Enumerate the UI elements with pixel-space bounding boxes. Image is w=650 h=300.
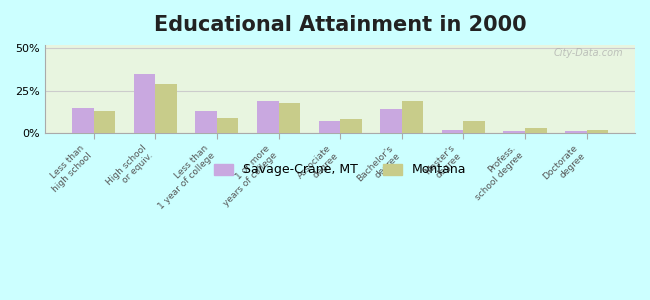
Bar	[565, 131, 587, 133]
Bar	[442, 130, 463, 133]
Bar	[196, 111, 217, 133]
Bar	[72, 108, 94, 133]
Bar	[217, 118, 239, 133]
Bar	[340, 119, 361, 133]
Bar	[587, 130, 608, 133]
Bar	[402, 101, 423, 133]
Bar	[380, 109, 402, 133]
Text: City-Data.com: City-Data.com	[554, 47, 623, 58]
Bar	[257, 101, 279, 133]
Bar	[525, 128, 547, 133]
Bar	[155, 84, 177, 133]
Legend: Savage-Crane, MT, Montana: Savage-Crane, MT, Montana	[209, 158, 471, 182]
Bar	[318, 121, 340, 133]
Title: Educational Attainment in 2000: Educational Attainment in 2000	[154, 15, 526, 35]
Bar	[279, 103, 300, 133]
Bar	[134, 74, 155, 133]
Bar	[94, 111, 115, 133]
Bar	[504, 131, 525, 133]
Bar	[463, 121, 485, 133]
